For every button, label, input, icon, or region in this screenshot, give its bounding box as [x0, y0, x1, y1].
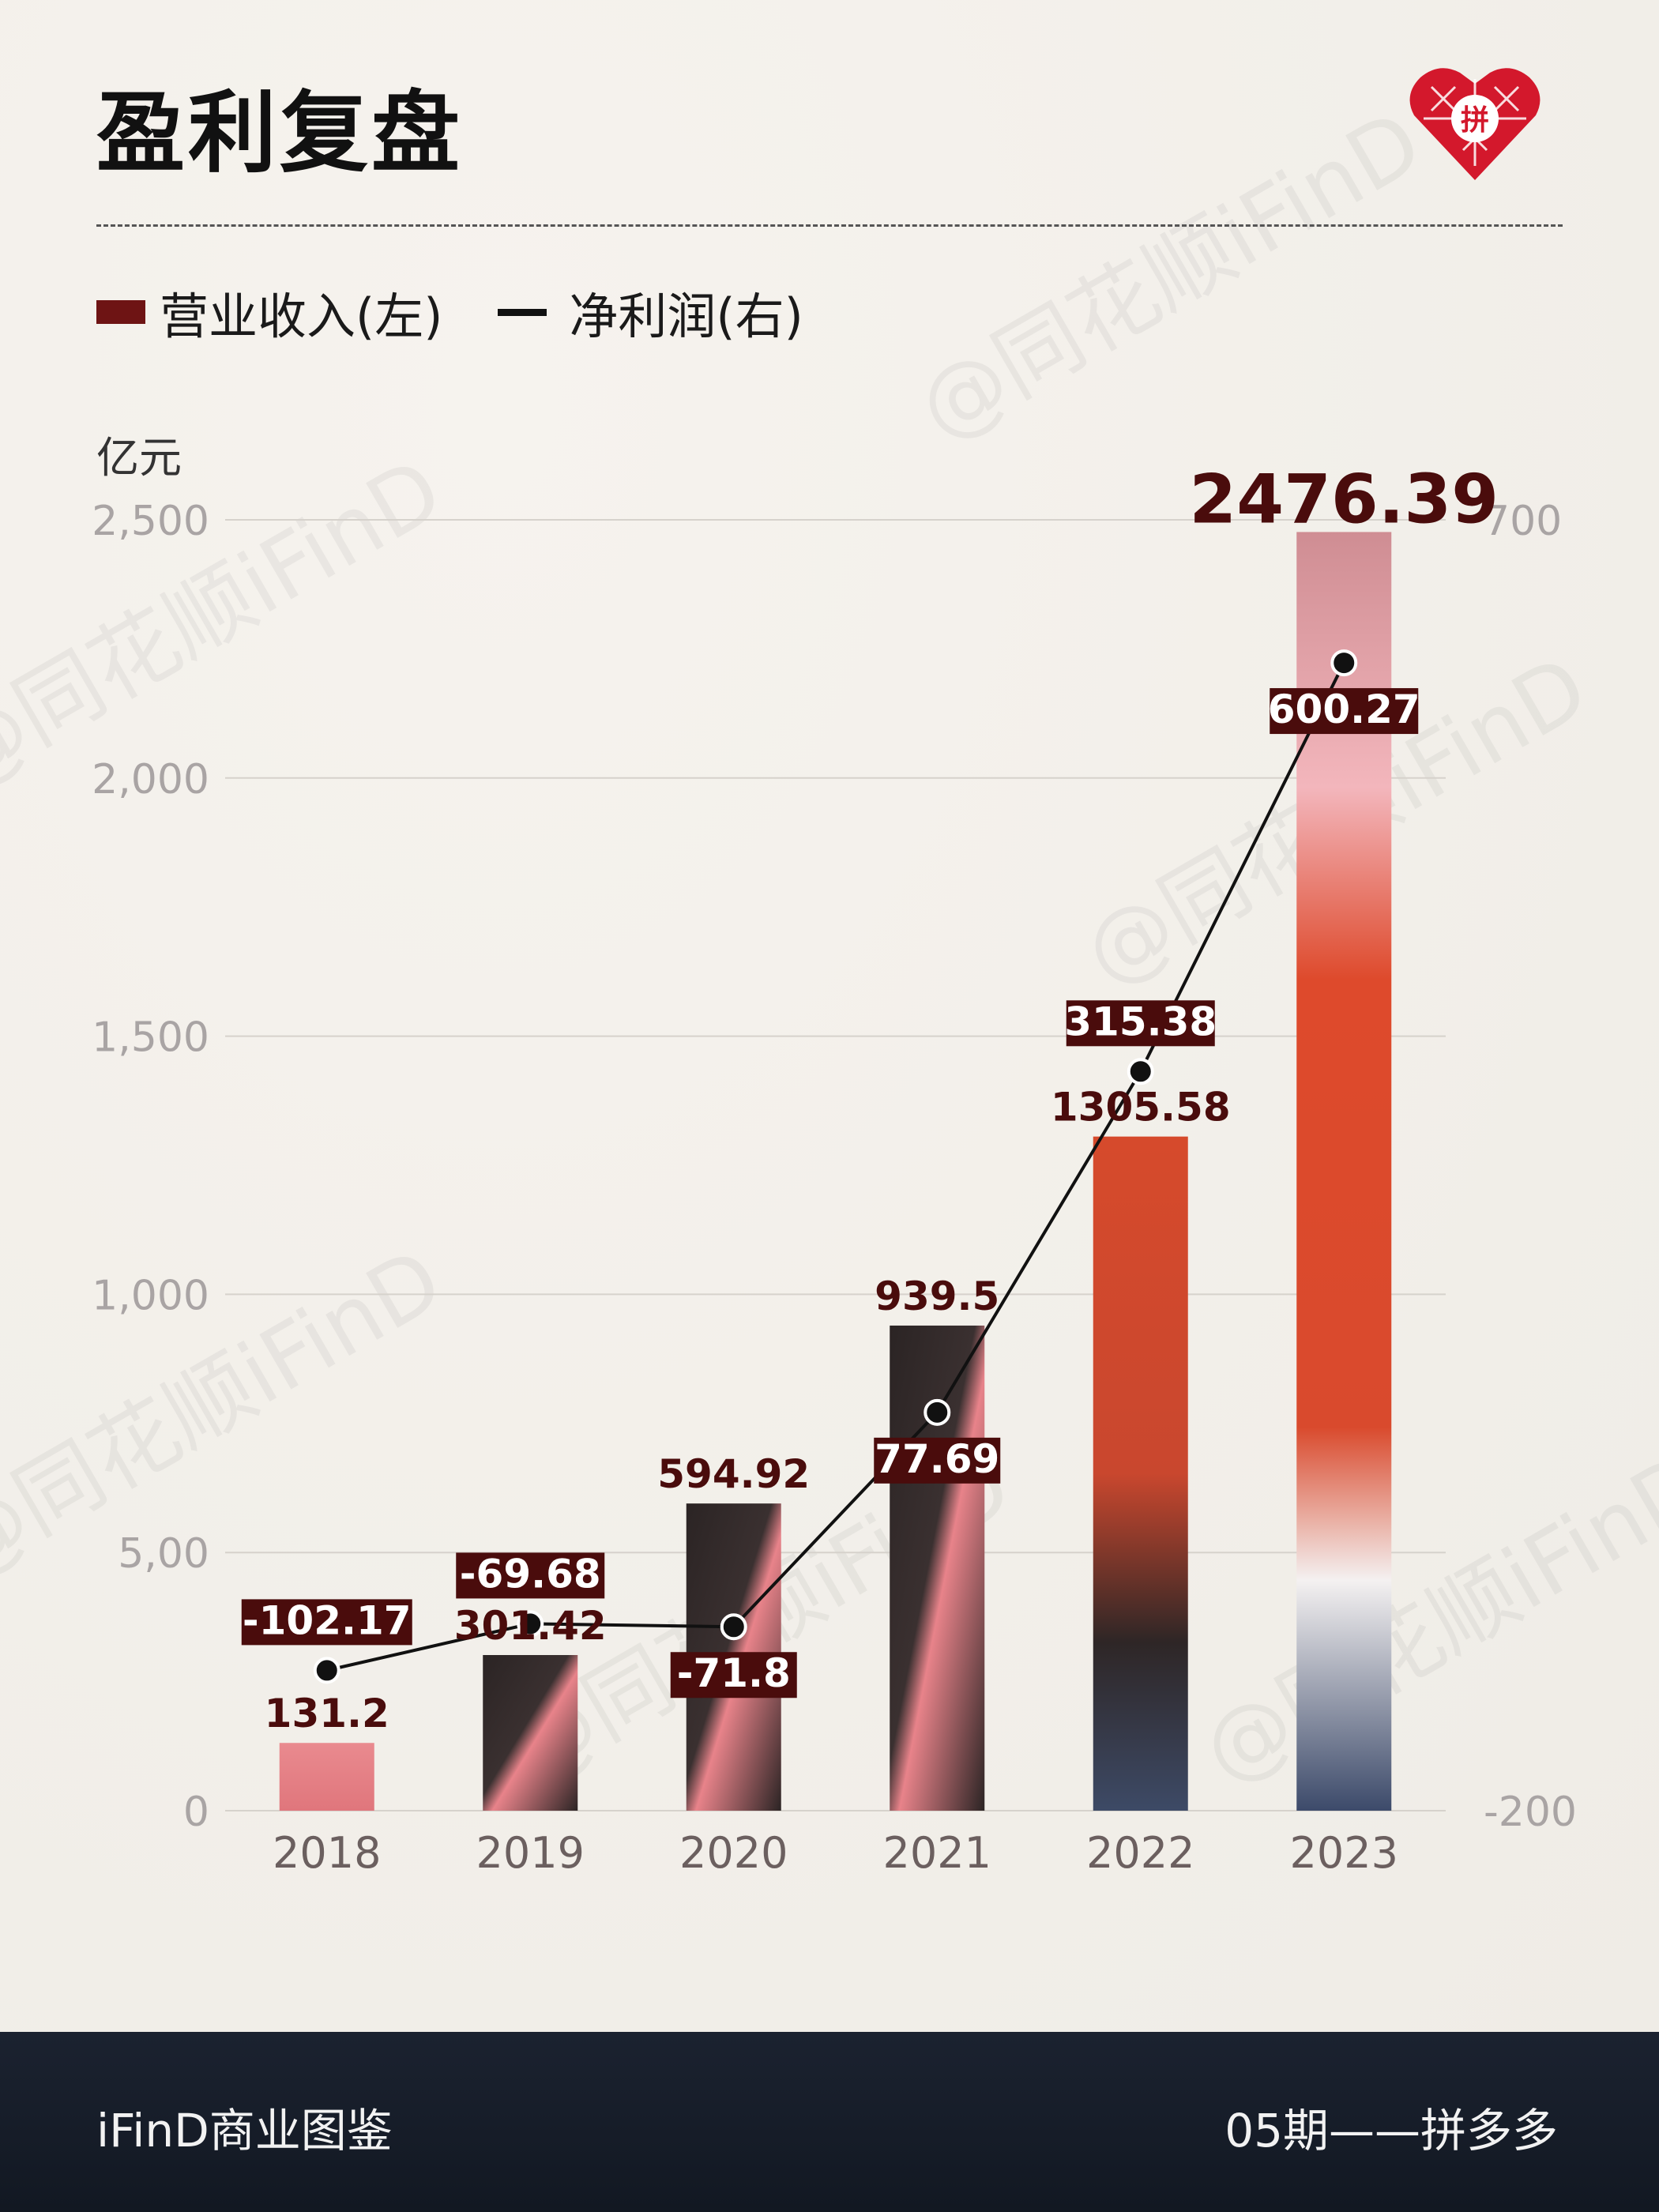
legend-swatch-bar	[96, 300, 145, 324]
axis-unit: 亿元	[96, 433, 182, 483]
left-tick-label: 1,500	[92, 1014, 209, 1062]
x-tick-label: 2021	[883, 1828, 991, 1878]
profit-value-label: 315.38	[1064, 999, 1217, 1044]
legend: 营业收入(左) 净利润(右)	[96, 280, 859, 345]
profit-label-box	[874, 1437, 1001, 1484]
x-tick-label: 2023	[1290, 1828, 1398, 1878]
pinduoduo-logo: 拼	[1409, 68, 1540, 180]
x-tick-label: 2018	[273, 1828, 381, 1878]
title-divider	[96, 224, 1563, 227]
profit-value-label: 600.27	[1268, 687, 1420, 732]
x-tick-label: 2020	[679, 1828, 788, 1878]
profit-point	[924, 1398, 951, 1426]
revenue-bar	[483, 1654, 578, 1811]
revenue-value-label: 594.92	[657, 1451, 810, 1497]
profit-value-label: -69.68	[460, 1551, 601, 1597]
revenue-value-label: 301.42	[454, 1603, 607, 1649]
logo-text: 拼	[1461, 104, 1489, 137]
revenue-value-label: 1305.58	[1051, 1085, 1231, 1130]
left-tick-label: 0	[183, 1789, 209, 1836]
x-tick-label: 2019	[476, 1828, 585, 1878]
revenue-bar	[890, 1325, 985, 1811]
profit-value-label: 77.69	[875, 1436, 999, 1482]
profit-label-box	[670, 1652, 797, 1698]
revenue-value-label: 939.5	[875, 1273, 999, 1319]
profit-label-box	[456, 1552, 605, 1599]
page-title: 盈利复盘	[96, 82, 463, 185]
legend-label-profit: 净利润(右)	[569, 288, 803, 345]
left-tick-label: 2,000	[92, 756, 209, 803]
profit-point	[1127, 1058, 1154, 1085]
profit-value-label: -71.8	[677, 1650, 791, 1696]
profit-point	[313, 1657, 340, 1684]
revenue-bar	[279, 1743, 374, 1811]
revenue-value-label: 131.2	[265, 1691, 389, 1736]
footer-bar	[0, 2032, 1659, 2212]
footer-brand: iFinD商业图鉴	[96, 2104, 393, 2157]
profit-label-box	[1270, 688, 1419, 735]
profit-point	[720, 1613, 747, 1641]
profit-label-box	[1066, 1000, 1215, 1047]
legend-item-profit: 净利润(右)	[498, 276, 803, 348]
footer-issue: 05期——拼多多	[1224, 2104, 1558, 2157]
left-tick-label: 1,000	[92, 1272, 209, 1319]
legend-label-revenue: 营业收入(左)	[160, 288, 443, 345]
revenue-value-label: 2476.39	[1189, 460, 1499, 539]
profit-value-label: -102.17	[243, 1597, 412, 1643]
profit-point	[517, 1610, 544, 1638]
revenue-bar	[1093, 1136, 1188, 1811]
profit-point	[1330, 649, 1358, 677]
legend-item-revenue: 营业收入(左)	[96, 276, 442, 348]
revenue-profit-chart: 0 5,00 1,000 1,500 2,000 2,500 -200 700 131.2 30…	[92, 460, 1577, 1878]
right-tick-label: -200	[1484, 1789, 1577, 1836]
right-tick-label: 700	[1484, 498, 1562, 545]
left-tick-label: 5,00	[118, 1530, 209, 1578]
left-tick-label: 2,500	[92, 498, 209, 545]
legend-swatch-line	[498, 308, 547, 316]
revenue-bar	[1296, 532, 1392, 1811]
profit-line	[326, 662, 1346, 1672]
x-tick-label: 2022	[1086, 1828, 1194, 1878]
profit-label-box	[241, 1599, 412, 1646]
